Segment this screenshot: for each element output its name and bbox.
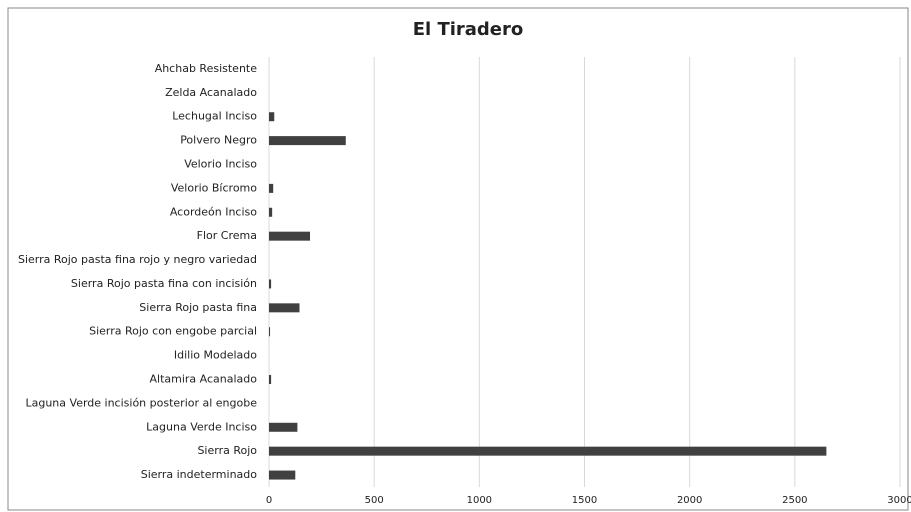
- bar: [269, 470, 296, 480]
- y-tick-label: Sierra Rojo: [197, 444, 257, 457]
- y-tick-label: Polvero Negro: [180, 134, 257, 147]
- bar: [269, 446, 827, 456]
- y-tick-label: Sierra Rojo con engobe parcial: [89, 325, 257, 338]
- bar: [269, 136, 346, 146]
- bar: [269, 303, 300, 313]
- x-tick-label: 2000: [677, 495, 702, 506]
- y-tick-label: Sierra Rojo pasta fina: [139, 301, 257, 314]
- y-tick-label: Laguna Verde incisión posterior al engob…: [25, 396, 257, 409]
- y-tick-label: Zelda Acanalado: [165, 86, 257, 99]
- bar: [269, 327, 271, 337]
- y-tick-label: Idilio Modelado: [174, 349, 257, 362]
- x-tick-label: 1500: [572, 495, 597, 506]
- y-tick-label: Flor Crema: [197, 229, 257, 242]
- x-tick-label: 500: [365, 495, 384, 506]
- bar: [269, 279, 272, 289]
- bar: [269, 183, 274, 193]
- y-tick-label: Velorio Bícromo: [171, 181, 257, 194]
- y-tick-label: Sierra indeterminado: [141, 468, 258, 481]
- x-tick-label: 0: [266, 495, 272, 506]
- x-tick-label: 2500: [782, 495, 807, 506]
- y-tick-label: Laguna Verde Inciso: [146, 420, 257, 433]
- chart-border: [7, 7, 909, 511]
- y-tick-label: Acordeón Inciso: [170, 205, 257, 218]
- bar: [269, 375, 272, 384]
- bar: [269, 112, 275, 122]
- y-tick-label: Sierra Rojo pasta fina rojo y negro vari…: [18, 253, 257, 266]
- bar: [269, 422, 298, 432]
- chart-title: El Tiradero: [413, 19, 524, 40]
- x-tick-label: 1000: [467, 495, 492, 506]
- x-tick-label: 3000: [887, 495, 911, 506]
- y-tick-label: Lechugal Inciso: [172, 110, 257, 123]
- bar: [269, 207, 273, 217]
- y-tick-label: Ahchab Resistente: [155, 62, 258, 75]
- bar: [269, 231, 311, 241]
- y-tick-label: Sierra Rojo pasta fina con incisión: [71, 277, 257, 290]
- y-tick-label: Altamira Acanalado: [149, 373, 257, 386]
- y-tick-label: Velorio Inciso: [184, 158, 257, 171]
